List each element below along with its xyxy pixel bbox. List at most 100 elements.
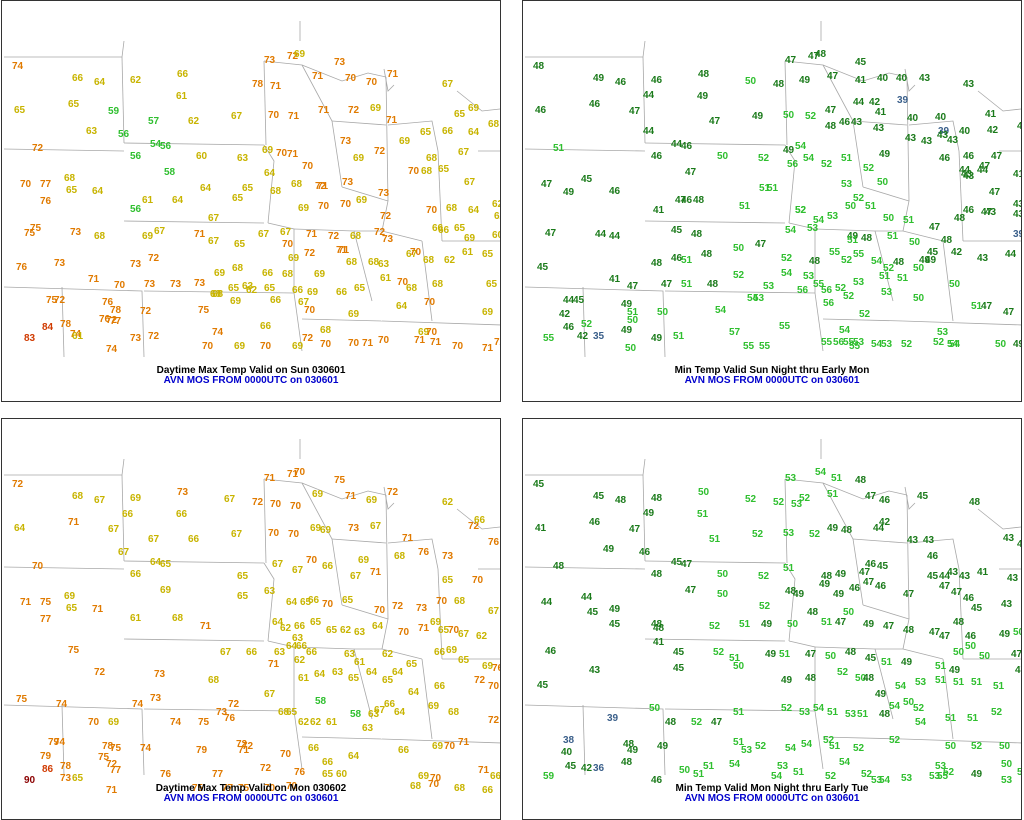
station-temp: 54 xyxy=(871,256,883,267)
station-temp: 74 xyxy=(106,344,118,355)
station-temp: 45 xyxy=(877,561,889,572)
station-temp: 67 xyxy=(220,647,232,658)
station-temp: 48 xyxy=(809,256,821,267)
state-borders xyxy=(524,439,1021,776)
station-temp: 52 xyxy=(889,735,901,746)
station-temp: 68 xyxy=(270,186,282,197)
station-temp: 72 xyxy=(148,331,160,342)
station-temp: 70 xyxy=(426,327,438,338)
station-temp: 41 xyxy=(535,523,547,534)
station-temp: 57 xyxy=(729,327,741,338)
station-temp: 69 xyxy=(294,49,306,60)
station-temp: 68 xyxy=(232,263,244,274)
station-temp: 49 xyxy=(627,745,639,756)
station-temp: 62 xyxy=(494,211,501,222)
station-temp: 52 xyxy=(843,291,855,302)
station-temp: 72 xyxy=(252,497,264,508)
station-temp: 50 xyxy=(883,213,895,224)
panel-subtitle: AVN MOS FROM 0000UTC on 030601 xyxy=(163,793,339,804)
station-temp: 40 xyxy=(877,73,889,84)
station-temp: 66 xyxy=(246,647,258,658)
station-temp: 53 xyxy=(783,528,795,539)
station-temp: 69 xyxy=(314,269,326,280)
station-temp: 62 xyxy=(310,717,322,728)
station-temp: 48 xyxy=(903,625,915,636)
station-temp: 47 xyxy=(865,491,877,502)
station-temp: 48 xyxy=(665,717,677,728)
station-temp: 66 xyxy=(296,641,308,652)
station-temp: 51 xyxy=(793,767,805,778)
station-temp: 72 xyxy=(374,227,386,238)
station-temp: 64 xyxy=(408,687,420,698)
station-temp: 62 xyxy=(298,717,310,728)
station-temp: 52 xyxy=(795,205,807,216)
station-temp: 52 xyxy=(799,493,811,504)
station-temp: 67 xyxy=(292,565,304,576)
station-temp: 69 xyxy=(468,103,480,114)
station-temp: 48 xyxy=(805,673,817,684)
state-border-line xyxy=(263,60,387,82)
station-temp: 66 xyxy=(292,285,304,296)
station-temp: 68 xyxy=(350,231,362,242)
station-temp: 51 xyxy=(709,534,721,545)
station-temp: 70 xyxy=(452,341,464,352)
station-temp: 66 xyxy=(336,287,348,298)
station-temp: 47 xyxy=(825,105,837,116)
state-border-line xyxy=(582,286,586,358)
station-temp: 56 xyxy=(118,129,130,140)
state-border-line xyxy=(381,648,423,660)
station-temp: 46 xyxy=(681,195,693,206)
station-temp: 50 xyxy=(845,201,857,212)
station-temp: 47 xyxy=(685,167,697,178)
station-temp: 66 xyxy=(438,225,450,236)
station-temp: 71 xyxy=(287,149,299,160)
station-temp: 70 xyxy=(428,779,440,790)
station-temp: 52 xyxy=(709,621,721,632)
station-temp: 48 xyxy=(651,569,663,580)
station-temp: 73 xyxy=(60,773,72,784)
station-temp: 75 xyxy=(40,597,52,608)
state-border-line xyxy=(4,40,125,58)
station-temp: 51 xyxy=(739,201,751,212)
state-border-line xyxy=(814,292,824,352)
state-border-line xyxy=(381,738,500,744)
state-border-line xyxy=(784,60,788,146)
station-temp: 50 xyxy=(649,703,661,714)
station-temp: 61 xyxy=(176,91,188,102)
station-temp: 56 xyxy=(833,337,845,348)
station-temp: 79 xyxy=(48,737,60,748)
station-temp: 67 xyxy=(118,547,130,558)
station-temp: 70 xyxy=(322,599,334,610)
station-temp: 66 xyxy=(270,295,282,306)
station-temp: 54 xyxy=(747,293,759,304)
station-temp: 64 xyxy=(200,183,212,194)
station-temp: 68 xyxy=(210,289,222,300)
state-border-line xyxy=(456,90,500,112)
station-temp: 69 xyxy=(234,341,246,352)
station-temp: 43 xyxy=(921,136,933,147)
state-border-line xyxy=(263,478,387,500)
station-temp: 66 xyxy=(130,569,142,580)
station-temp: 43 xyxy=(937,130,949,141)
station-temp: 68 xyxy=(368,257,380,268)
state-border-line xyxy=(642,56,646,144)
state-border-line xyxy=(977,90,1021,112)
station-temp: 67 xyxy=(370,521,382,532)
station-temp: 52 xyxy=(713,647,725,658)
station-temp: 69 xyxy=(108,717,120,728)
station-temp: 49 xyxy=(971,769,983,780)
station-temp: 54 xyxy=(915,717,927,728)
station-temp: 43 xyxy=(963,79,975,90)
station-temp: 69 xyxy=(348,309,360,320)
station-temp: 73 xyxy=(334,57,346,68)
station-temp: 63 xyxy=(264,586,276,597)
station-temp: 43 xyxy=(907,535,919,546)
panel-subtitle: AVN MOS FROM 0000UTC on 030601 xyxy=(684,793,860,804)
station-temp: 76 xyxy=(488,537,500,548)
station-temp: 44 xyxy=(643,126,655,137)
station-temp: 51 xyxy=(729,653,741,664)
station-temp: 48 xyxy=(863,673,875,684)
state-border-line xyxy=(121,56,125,144)
station-temp: 71 xyxy=(92,604,104,615)
station-temp: 52 xyxy=(773,497,785,508)
